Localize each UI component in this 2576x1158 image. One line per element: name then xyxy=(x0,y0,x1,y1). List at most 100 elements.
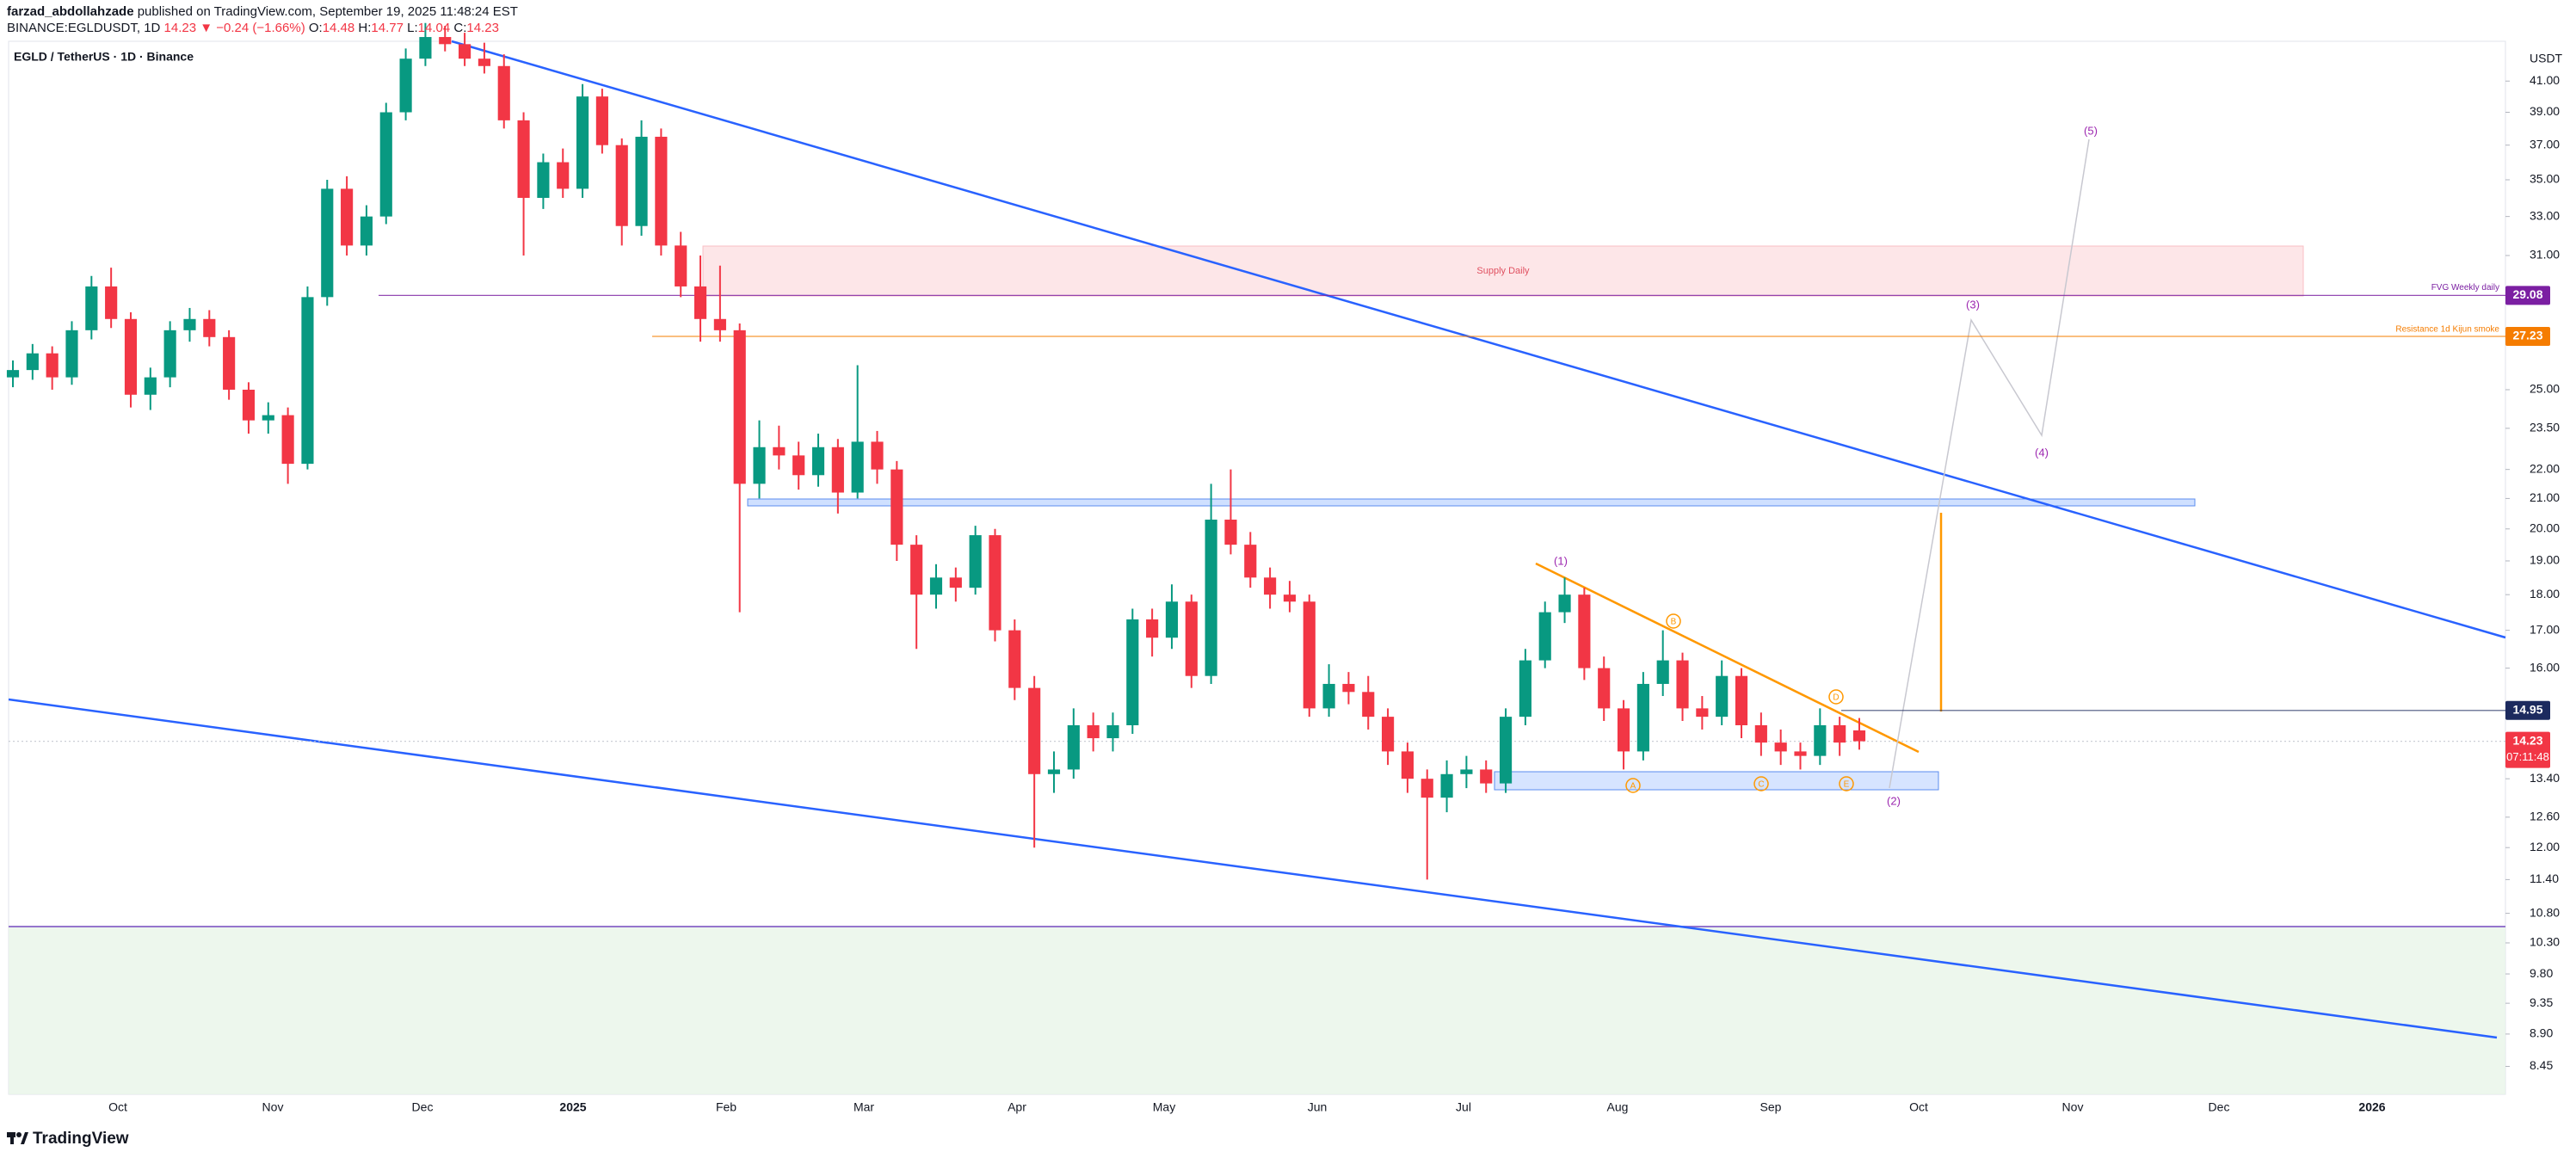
candle-body xyxy=(891,469,903,545)
supply-zone xyxy=(702,245,2304,297)
l-label: L: xyxy=(407,21,418,35)
candle-body xyxy=(1067,724,1080,770)
x-tick-label: Mar xyxy=(854,1100,874,1114)
x-tick-label: Dec xyxy=(412,1100,434,1114)
abcde-label: A xyxy=(1630,782,1636,792)
candle-body xyxy=(517,120,530,199)
y-tick-label: 19.00 xyxy=(2530,553,2560,567)
wave-circle xyxy=(1828,689,1844,705)
candle-body xyxy=(851,441,864,493)
y-tick-label: 8.45 xyxy=(2530,1058,2553,1072)
support-zone xyxy=(1494,771,1939,791)
price-tag xyxy=(2505,286,2550,305)
wave-label: (4) xyxy=(2035,446,2049,459)
candle-body xyxy=(1420,779,1433,798)
candle-body xyxy=(1205,519,1217,676)
y-tick-label: 11.40 xyxy=(2530,872,2559,885)
y-tick-label: 22.00 xyxy=(2530,461,2560,475)
candle-body xyxy=(1047,769,1061,774)
y-tick-label: 31.00 xyxy=(2530,248,2560,262)
h-value: 14.77 xyxy=(371,21,404,35)
candle-body xyxy=(65,330,78,378)
candle-body xyxy=(301,297,314,465)
y-tick-label: 35.00 xyxy=(2530,172,2560,186)
wave-circle xyxy=(1625,778,1641,793)
y-tick-label: 9.80 xyxy=(2530,966,2553,980)
candle-body xyxy=(537,162,550,199)
y-tick-label: 8.90 xyxy=(2530,1026,2553,1040)
wave-circle xyxy=(1753,776,1769,792)
candle-body xyxy=(1676,660,1689,709)
chart-title: EGLD / TetherUS · 1D · Binance xyxy=(14,50,194,64)
candle-body xyxy=(871,441,884,470)
abcde-label: D xyxy=(1833,693,1839,703)
y-tick-label: 37.00 xyxy=(2530,137,2560,151)
candle-body xyxy=(1617,708,1630,752)
y-tick-label: 23.50 xyxy=(2530,421,2560,434)
x-tick-label: Jul xyxy=(1456,1100,1471,1114)
header-line-2: BINANCE:EGLDUSDT, 1D 14.23 ▼ −0.24 (−1.6… xyxy=(7,21,499,35)
candle-body xyxy=(1833,724,1846,743)
candle-body xyxy=(1558,594,1571,613)
x-tick-label: Aug xyxy=(1607,1100,1629,1114)
candle-body xyxy=(341,188,354,246)
candle-body xyxy=(478,59,490,66)
candle-body xyxy=(792,455,805,476)
candle-body xyxy=(144,377,157,395)
candle-body xyxy=(1322,683,1335,709)
candle-body xyxy=(281,415,294,465)
plot-area xyxy=(8,40,2506,1095)
candle-body xyxy=(360,216,373,246)
y-tick-label: 20.00 xyxy=(2530,520,2560,534)
candle-body xyxy=(635,136,648,226)
candle-body xyxy=(675,245,687,286)
candle-body xyxy=(753,447,766,484)
candle-body xyxy=(1578,594,1591,668)
candle-body xyxy=(1264,577,1277,595)
candle-body xyxy=(693,286,707,319)
x-tick-label: Dec xyxy=(2209,1100,2230,1114)
price-tag-label: 27.23 xyxy=(2512,329,2542,342)
candle-body xyxy=(1538,612,1551,661)
change: ▼ −0.24 (−1.66%) xyxy=(200,21,305,35)
countdown: 07:11:48 xyxy=(2506,750,2549,763)
candle-body xyxy=(655,136,668,246)
candle-body xyxy=(124,318,138,395)
candle-body xyxy=(1106,724,1119,739)
l-value: 14.04 xyxy=(418,21,451,35)
x-tick-label: Nov xyxy=(262,1100,284,1114)
wave-label: (2) xyxy=(1887,794,1901,807)
wave-projection xyxy=(1889,139,2090,789)
resistance-label: Resistance 1d Kijun smoke xyxy=(2395,325,2499,335)
drawn-layer: 41.00 39.00 37.00 35.00 33.00 31.00 25.00 23.50… xyxy=(6,22,2560,1114)
candle-body xyxy=(26,353,39,371)
y-tick-label: 17.00 xyxy=(2530,622,2560,636)
candle-body xyxy=(1754,724,1767,743)
c-value: 14.23 xyxy=(466,21,499,35)
wave-circle xyxy=(1839,776,1854,792)
currency: USDT xyxy=(2530,52,2563,65)
candle-body xyxy=(1499,717,1513,784)
logo-mark xyxy=(16,1132,22,1137)
x-tick-label: Jun xyxy=(1308,1100,1328,1114)
y-tick-label: 39.00 xyxy=(2530,104,2560,118)
candle-body xyxy=(399,59,412,113)
candle-body xyxy=(46,353,59,378)
price-tag-label: 14.95 xyxy=(2512,703,2542,717)
candle-body xyxy=(969,535,982,588)
candle-body xyxy=(949,577,962,588)
price-tag xyxy=(2505,700,2550,720)
fvg-label: FVG Weekly daily xyxy=(2431,283,2499,293)
c-label: C: xyxy=(453,21,466,35)
candle-body xyxy=(203,318,216,337)
candle-body xyxy=(242,389,256,421)
candle-body xyxy=(1656,660,1669,684)
symbol: BINANCE:EGLDUSDT, 1D xyxy=(7,21,161,35)
y-tick-label: 10.30 xyxy=(2530,935,2560,949)
y-tick-label: 18.00 xyxy=(2530,587,2560,601)
candle-body xyxy=(1716,675,1729,718)
candle-body xyxy=(439,37,452,45)
x-tick-label: Nov xyxy=(2062,1100,2084,1114)
candle-body xyxy=(1735,675,1748,725)
